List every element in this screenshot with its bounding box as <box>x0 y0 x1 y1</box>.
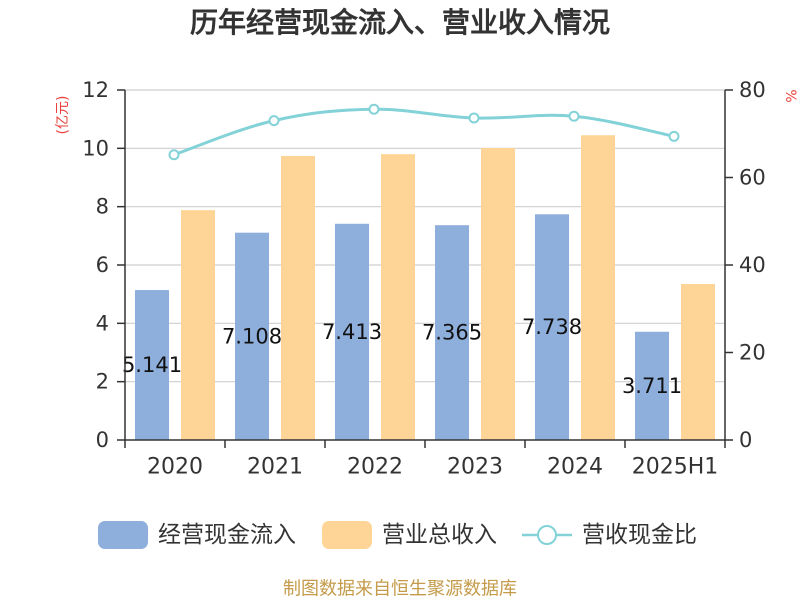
axes: 0 2 4 6 8 10 12 0 20 40 60 80 2020 2021 2022 2023 2024 20… <box>82 78 765 480</box>
legend-marker-cash-revenue-ratio <box>537 525 557 545</box>
right-axis-tick-label: 60 <box>739 166 766 190</box>
left-axis-tick-label: 4 <box>96 311 109 335</box>
legend: 经营现金流入 营业总收入 营收现金比 <box>98 521 697 549</box>
legend-label-total-revenue: 营业总收入 <box>382 522 497 548</box>
right-axis-tick-label: 40 <box>739 253 766 277</box>
left-axis-tick-label: 12 <box>82 78 109 102</box>
cash-revenue-ratio-point <box>668 130 680 142</box>
cash-revenue-ratio-point <box>468 112 480 124</box>
grid-lines <box>125 89 725 383</box>
bars <box>135 135 715 441</box>
cash-inflow-bar <box>435 225 469 440</box>
legend-item-total-revenue: 营业总收入 <box>322 521 497 549</box>
ratio-line-series <box>168 103 680 161</box>
x-axis-tick-label: 2021 <box>247 455 303 480</box>
legend-swatch-total-revenue <box>322 521 372 549</box>
legend-label-cash-inflow: 经营现金流入 <box>158 522 296 548</box>
x-axis-tick-label: 2022 <box>347 455 403 480</box>
cash-inflow-data-label: 7.108 <box>222 324 282 348</box>
legend-item-cash-inflow: 经营现金流入 <box>98 521 296 549</box>
cash-revenue-ratio-line <box>173 107 675 157</box>
right-axis-tick-label: 0 <box>739 428 752 452</box>
cash-inflow-bar <box>535 214 569 440</box>
left-axis-tick-label: 8 <box>96 195 109 219</box>
total-revenue-bar <box>581 135 615 441</box>
cash-inflow-data-label: 7.738 <box>522 315 582 339</box>
chart-title: 历年经营现金流入、营业收入情况 <box>190 6 610 39</box>
cash-inflow-data-label: 5.141 <box>122 353 182 377</box>
cash-revenue-ratio-point <box>268 115 280 127</box>
left-axis-tick-label: 6 <box>96 253 109 277</box>
total-revenue-bar <box>681 283 715 440</box>
x-axis-tick-label: 2024 <box>547 455 603 480</box>
cash-inflow-bar <box>235 232 269 440</box>
total-revenue-bar <box>481 148 515 440</box>
legend-swatch-cash-inflow <box>98 521 148 549</box>
cash-inflow-data-label: 7.365 <box>422 321 482 345</box>
right-axis-name: % <box>782 89 798 102</box>
x-axis-tick-label: 2020 <box>147 455 203 480</box>
x-axis-tick-label: 2025H1 <box>632 455 719 480</box>
cash-inflow-data-label: 3.711 <box>622 374 682 398</box>
left-axis-tick-label: 2 <box>96 370 109 394</box>
left-axis-tick-label: 10 <box>82 136 109 160</box>
cash-inflow-bar <box>135 290 169 440</box>
total-revenue-bar <box>281 155 315 440</box>
x-axis-tick-label: 2023 <box>447 455 503 480</box>
source-note: 制图数据来自恒生聚源数据库 <box>283 579 517 600</box>
right-axis-tick-label: 80 <box>739 78 766 102</box>
legend-label-cash-revenue-ratio: 营收现金比 <box>582 522 697 548</box>
left-axis-tick-label: 0 <box>96 428 109 452</box>
data-labels: 5.141 7.108 7.413 7.365 7.738 3.711 <box>122 315 682 398</box>
cash-revenue-ratio-point <box>568 110 580 122</box>
cash-inflow-bar <box>335 223 369 440</box>
cash-revenue-ratio-point <box>168 149 180 161</box>
legend-item-cash-revenue-ratio: 营收现金比 <box>522 522 697 548</box>
cash-inflow-data-label: 7.413 <box>322 320 382 344</box>
total-revenue-bar <box>381 154 415 440</box>
left-axis-name: (亿元) <box>55 96 71 135</box>
cash-revenue-ratio-point <box>368 103 380 115</box>
cash-inflow-bar <box>635 331 669 440</box>
right-axis-tick-label: 20 <box>739 341 766 365</box>
total-revenue-bar <box>181 210 215 440</box>
